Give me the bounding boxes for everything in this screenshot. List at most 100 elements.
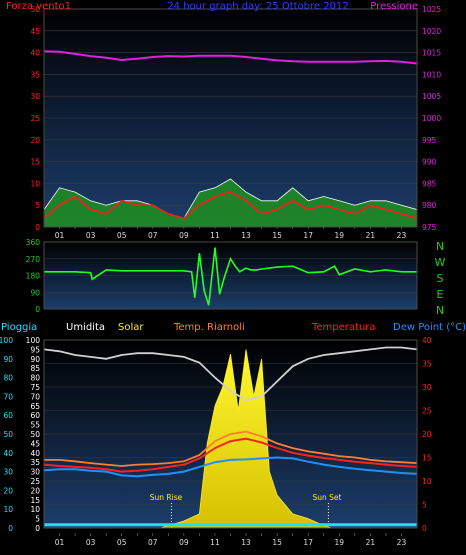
wind-direction-line [44, 247, 417, 306]
legend-dew-point: Dew Point (°C) [393, 322, 466, 333]
temp-tick-label: 20 [422, 430, 432, 439]
legend-solar: Solar [118, 322, 144, 333]
temp-tick-label: 35 [422, 360, 432, 369]
wind-tick-label: 0 [35, 223, 40, 232]
rain-tick-label: 0 [8, 524, 13, 533]
chart-title: 24 hour graph day: 25 Ottobre 2012 [167, 1, 348, 12]
rain-tick-label: 70 [3, 392, 13, 401]
humidity-tick-label: 55 [30, 421, 40, 430]
humidity-tick-label: 80 [30, 374, 40, 383]
rain-tick-label: 20 [3, 486, 13, 495]
panel1-hour-tick: 05 [117, 231, 127, 240]
humidity-tick-label: 10 [30, 505, 40, 514]
humidity-tick-label: 85 [30, 364, 40, 373]
panel3-hour-tick: 01 [55, 538, 65, 547]
humidity-tick-label: 70 [30, 392, 40, 401]
humidity-tick-label: 100 [26, 336, 41, 345]
humidity-tick-label: 0 [35, 524, 40, 533]
humidity-tick-label: 95 [30, 345, 40, 354]
humidity-tick-label: 20 [30, 486, 40, 495]
humidity-tick-label: 45 [30, 439, 40, 448]
pressure-tick-label: 1005 [422, 92, 441, 101]
dir-label-s: S [437, 272, 444, 285]
dir-tick-label: 180 [26, 272, 41, 281]
dir-tick-label: 90 [30, 288, 40, 297]
sun-rise-label: Sun Rise [150, 493, 183, 502]
wind-tick-label: 25 [30, 114, 40, 123]
panel-wind-pressure-frame [43, 8, 418, 228]
pressure-tick-label: 1020 [422, 27, 441, 36]
wind-tick-label: 5 [35, 201, 40, 210]
panel3-hour-tick: 07 [148, 538, 158, 547]
panel3-hour-tick: 19 [335, 538, 345, 547]
temp-riarnoli-line [44, 430, 418, 467]
wind-tick-label: 15 [30, 158, 40, 167]
wind-tick-label: 30 [30, 92, 40, 101]
humidity-tick-label: 35 [30, 458, 40, 467]
panel-temp-frame [43, 339, 418, 529]
panel1-hour-tick: 23 [397, 231, 407, 240]
panel3-hour-tick: 13 [241, 538, 251, 547]
panel1-hour-tick: 21 [366, 231, 376, 240]
humidity-line [43, 346, 418, 402]
temperatura-line [43, 437, 418, 473]
panel3-hour-tick: 09 [179, 538, 189, 547]
pressure-tick-label: 975 [422, 223, 437, 232]
humidity-tick-label: 65 [30, 402, 40, 411]
panel3-hour-tick: 23 [397, 538, 407, 547]
pressure-tick-label: 1000 [422, 114, 441, 123]
humidity-tick-label: 75 [30, 383, 40, 392]
humidity-tick-label: 5 [35, 515, 40, 524]
humidity-tick-label: 30 [30, 468, 40, 477]
panel3-hour-tick: 15 [272, 538, 282, 547]
panel3-hour-tick: 05 [117, 538, 127, 547]
panel1-hour-tick: 13 [241, 231, 251, 240]
humidity-tick-label: 15 [30, 496, 40, 505]
humidity-tick-label: 40 [30, 449, 40, 458]
panel1-hour-tick: 01 [55, 231, 65, 240]
legend-umidita: Umidita [66, 322, 105, 333]
rain-tick-label: 10 [3, 505, 13, 514]
rain-tick-label: 80 [3, 374, 13, 383]
dir-label-w: W [435, 256, 446, 269]
legend-pioggia: Pioggia [1, 322, 37, 333]
wind-tick-label: 10 [30, 179, 40, 188]
wind-tick-label: 45 [30, 27, 40, 36]
pressure-tick-label: 990 [422, 158, 437, 167]
humidity-tick-label: 25 [30, 477, 40, 486]
rain-tick-label: 40 [3, 449, 13, 458]
temp-tick-label: 25 [422, 407, 432, 416]
wind-axis-title: Forza vento1 [6, 1, 71, 12]
panel3-hour-tick: 11 [210, 538, 220, 547]
panel3-hour-tick: 17 [303, 538, 313, 547]
temp-tick-label: 0 [422, 524, 427, 533]
temp-tick-label: 30 [422, 383, 432, 392]
temp-tick-label: 5 [422, 501, 427, 510]
pressure-tick-label: 1010 [422, 70, 441, 79]
panel1-hour-tick: 17 [303, 231, 313, 240]
temp-tick-label: 15 [422, 454, 432, 463]
dir-tick-label: 360 [26, 238, 41, 247]
sun-set-label: Sun Set [313, 493, 342, 502]
wind-tick-label: 40 [30, 49, 40, 58]
rain-tick-label: 50 [3, 430, 13, 439]
dir-label-n-bottom: N [436, 304, 444, 317]
panel1-hour-tick: 09 [179, 231, 189, 240]
rain-tick-label: 30 [3, 468, 13, 477]
wind-average-line [43, 191, 418, 220]
pressure-line [43, 50, 418, 65]
wind-tick-label: 35 [30, 70, 40, 79]
dir-label-e: E [437, 288, 444, 301]
humidity-tick-label: 50 [30, 430, 40, 439]
rain-tick-label: 100 [0, 336, 13, 345]
temp-tick-label: 10 [422, 477, 432, 486]
dir-tick-label: 270 [26, 255, 41, 264]
wind-gust-area [43, 178, 418, 228]
legend-temp-riarnoli: Temp. Riarnoli [173, 322, 245, 333]
humidity-tick-label: 90 [30, 355, 40, 364]
pressure-tick-label: 985 [422, 179, 437, 188]
panel1-hour-tick: 15 [272, 231, 282, 240]
pressure-tick-label: 980 [422, 201, 437, 210]
panel3-hour-tick: 03 [86, 538, 96, 547]
